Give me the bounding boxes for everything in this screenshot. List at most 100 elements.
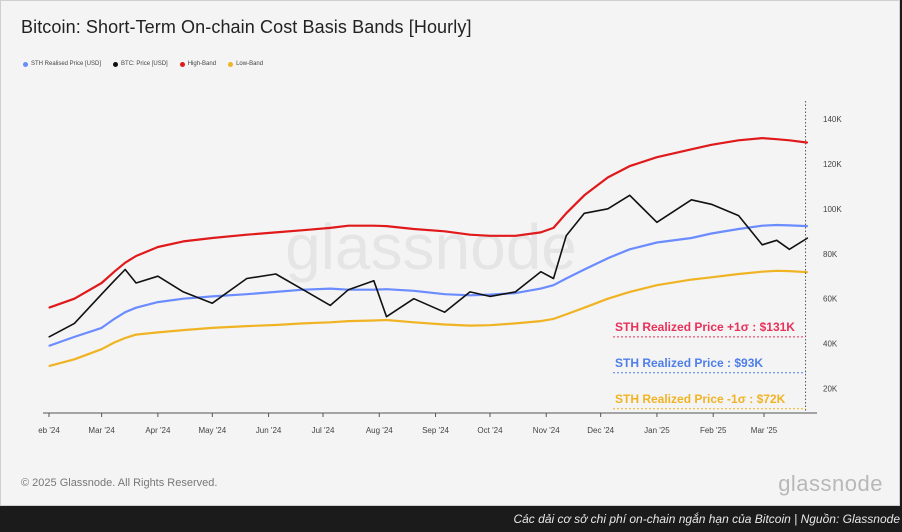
data-point xyxy=(656,156,658,158)
data-point xyxy=(113,318,115,320)
data-point xyxy=(690,199,693,201)
data-point xyxy=(656,221,658,223)
data-point xyxy=(101,293,103,295)
data-point xyxy=(275,273,277,275)
data-point xyxy=(552,284,555,286)
data-point xyxy=(469,291,471,293)
chart-title: Bitcoin: Short-Term On-chain Cost Basis … xyxy=(21,17,472,37)
data-point xyxy=(629,194,631,196)
data-point xyxy=(135,255,137,257)
data-point xyxy=(347,320,350,322)
data-point xyxy=(73,322,76,324)
x-tick-label: Mar '24 xyxy=(88,426,115,435)
data-point xyxy=(776,270,778,272)
x-tick-label: Jul '24 xyxy=(312,426,335,435)
data-point xyxy=(101,327,103,329)
data-point xyxy=(246,325,248,327)
chart-card: Bitcoin: Short-Term On-chain Cost Basis … xyxy=(0,0,900,506)
data-point xyxy=(565,212,567,214)
data-point xyxy=(565,313,567,316)
data-point xyxy=(73,358,76,360)
y-tick-label: 140K xyxy=(823,115,842,124)
data-point xyxy=(607,176,609,178)
legend-item-low-band[interactable]: Low-Band xyxy=(228,61,263,67)
data-point xyxy=(583,194,585,196)
legend-dot-high-band xyxy=(179,61,185,67)
data-point xyxy=(211,237,213,239)
data-point xyxy=(211,327,213,329)
data-point xyxy=(656,241,658,244)
data-point xyxy=(157,275,159,277)
data-point xyxy=(583,268,585,271)
data-point xyxy=(48,336,50,338)
data-point xyxy=(373,319,375,322)
data-point xyxy=(48,365,50,367)
data-point xyxy=(211,295,213,298)
data-point xyxy=(776,224,778,226)
annotation-label: STH Realized Price +1σ : $131K xyxy=(615,320,795,334)
data-point xyxy=(302,322,304,324)
data-point xyxy=(113,280,115,282)
data-point xyxy=(629,248,631,250)
data-point xyxy=(788,248,791,250)
x-tick-label: May '24 xyxy=(198,426,226,435)
data-point xyxy=(514,322,516,324)
data-point xyxy=(246,277,248,280)
brand-logo: glassnode xyxy=(778,471,883,496)
data-point xyxy=(302,289,304,291)
data-point xyxy=(275,231,277,234)
data-point xyxy=(552,277,555,280)
data-point xyxy=(710,276,712,278)
y-tick-label: 20K xyxy=(823,385,838,394)
data-point xyxy=(607,257,609,259)
legend-label-low-band: Low-Band xyxy=(236,61,264,67)
legend-dot-low-band xyxy=(228,61,234,67)
data-point xyxy=(182,298,184,300)
y-tick-label: 40K xyxy=(823,340,838,349)
data-point xyxy=(514,291,516,293)
data-point xyxy=(347,289,350,291)
data-point xyxy=(73,298,76,300)
data-point xyxy=(385,316,388,318)
legend-item-btc-price[interactable]: BTC: Price [USD] xyxy=(113,61,168,67)
data-point xyxy=(565,235,567,237)
data-point xyxy=(413,228,415,230)
series-low-band-line xyxy=(48,269,808,368)
legend-dot-btc-price xyxy=(113,61,119,67)
data-point xyxy=(373,280,375,282)
data-point xyxy=(761,271,763,273)
data-point xyxy=(113,271,115,273)
data-point xyxy=(182,329,184,331)
x-tick-label: Feb '25 xyxy=(700,426,727,435)
annotation-label: STH Realized Price : $93K xyxy=(615,356,763,370)
data-point xyxy=(514,235,516,237)
data-point xyxy=(444,293,446,295)
data-point xyxy=(135,282,137,284)
data-point xyxy=(113,341,115,344)
legend-item-sth-realised-price[interactable]: STH Realised Price [USD] xyxy=(23,61,101,67)
data-point xyxy=(629,291,631,293)
data-point xyxy=(182,240,184,242)
data-point xyxy=(246,234,248,236)
data-point xyxy=(329,321,331,323)
legend-item-high-band[interactable]: High-Band xyxy=(179,61,216,67)
x-tick-label: Apr '24 xyxy=(145,426,171,435)
data-point xyxy=(737,273,740,275)
data-point xyxy=(329,227,331,229)
data-point xyxy=(806,141,809,144)
x-tick-label: Jun '24 xyxy=(256,426,282,435)
y-tick-label: 100K xyxy=(823,205,842,214)
data-point xyxy=(182,291,184,293)
x-tick-label: Oct '24 xyxy=(477,426,503,435)
data-point xyxy=(302,229,304,231)
data-point xyxy=(788,224,791,227)
chart-legend: STH Realised Price [USD] BTC: Price [USD… xyxy=(23,61,263,67)
data-point xyxy=(444,323,446,326)
data-point xyxy=(806,271,809,273)
caption-bar xyxy=(0,506,902,532)
data-point xyxy=(552,318,555,320)
data-point xyxy=(489,294,491,296)
data-point xyxy=(157,301,159,303)
y-tick-label: 60K xyxy=(823,295,838,304)
data-point xyxy=(135,334,137,336)
